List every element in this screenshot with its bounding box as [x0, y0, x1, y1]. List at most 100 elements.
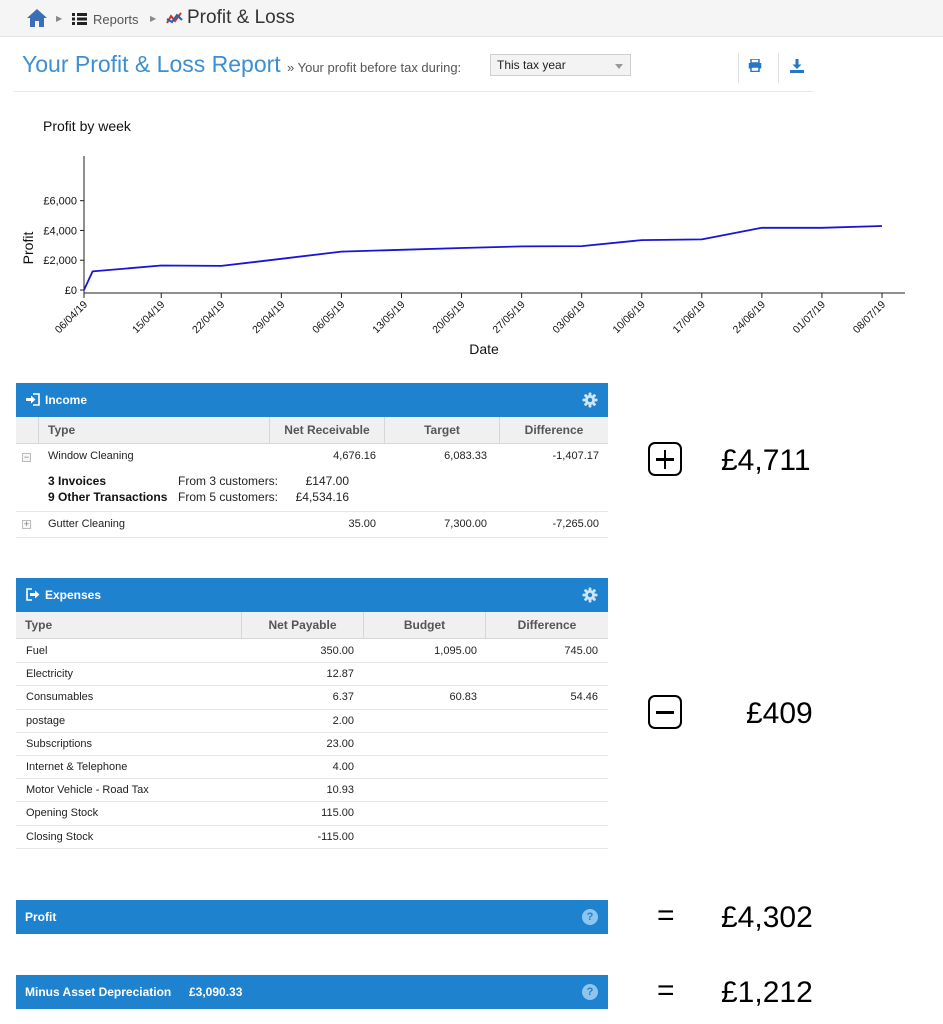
column-type[interactable]: Type	[25, 618, 53, 632]
column-difference[interactable]: Difference	[524, 423, 584, 437]
heading-rule	[14, 91, 814, 92]
income-title: Income	[45, 393, 88, 407]
row-type: Window Cleaning	[48, 450, 134, 462]
toolbar-divider	[778, 53, 779, 83]
gear-icon[interactable]	[582, 392, 598, 408]
final-total: £1,212	[721, 976, 813, 1009]
table-row: − Window Cleaning 4,676.16 6,083.33 -1,4…	[16, 444, 608, 512]
sign-out-icon	[26, 588, 40, 604]
detail-label[interactable]: 9 Other Transactions	[48, 490, 168, 504]
row-type: Fuel	[26, 645, 48, 657]
chevron-down-icon	[615, 64, 623, 69]
y-tick-label: £6,000	[43, 196, 77, 208]
table-row: Closing Stock -115.00	[16, 826, 608, 849]
print-icon	[748, 58, 762, 77]
x-tick-label: 13/05/19	[370, 299, 407, 336]
y-axis-label: Profit	[20, 232, 36, 265]
x-tick-label: 27/05/19	[490, 299, 527, 336]
equals-sign: =	[657, 899, 675, 932]
row-net: 115.00	[321, 807, 354, 820]
detail-label[interactable]: 3 Invoices	[48, 474, 107, 488]
print-button[interactable]	[743, 57, 767, 79]
x-tick-label: 24/06/19	[731, 299, 768, 336]
x-axis-label: Date	[469, 341, 499, 357]
column-difference[interactable]: Difference	[517, 618, 577, 632]
expenses-panel: Expenses Type Net Payable Budget Differe…	[16, 578, 608, 852]
row-target: 6,083.33	[444, 450, 487, 462]
row-net: 6.37	[332, 691, 354, 704]
row-net: 23.00	[326, 737, 354, 750]
expand-toggle-icon[interactable]: +	[22, 519, 31, 529]
row-type: Internet & Telephone	[26, 761, 128, 773]
question-icon[interactable]: ?	[582, 909, 598, 925]
row-budget: 60.83	[449, 691, 477, 704]
expenses-total: £409	[746, 697, 813, 730]
row-net: 350.00	[320, 645, 354, 657]
table-row: postage 2.00	[16, 710, 608, 733]
profit-chart: £0 £2,000 £4,000 £6,000 06/04/19 15/04/19 22/0…	[20, 156, 905, 357]
row-net: 12.87	[326, 668, 354, 681]
x-tick-label: 15/04/19	[130, 299, 167, 336]
row-type: Electricity	[26, 668, 74, 681]
question-icon[interactable]: ?	[582, 984, 598, 1000]
row-net: 10.93	[326, 784, 354, 797]
income-panel: Income Type Net Receivable Target Differ…	[16, 383, 608, 538]
profit-title: Profit	[25, 910, 57, 924]
x-tick-label: 20/05/19	[430, 299, 467, 336]
expenses-panel-header: Expenses	[16, 578, 608, 612]
detail-amount: £4,534.16	[295, 490, 349, 504]
x-tick-label: 17/06/19	[671, 299, 708, 336]
gear-icon[interactable]	[582, 587, 598, 603]
home-icon[interactable]	[26, 8, 48, 33]
row-net: 2.00	[332, 714, 354, 727]
depreciation-title: Minus Asset Depreciation	[25, 985, 172, 999]
row-type: Opening Stock	[26, 807, 99, 820]
column-net-receivable[interactable]: Net Receivable	[284, 423, 370, 437]
column-net-payable[interactable]: Net Payable	[268, 618, 337, 632]
minus-box-icon	[648, 695, 682, 729]
column-target[interactable]: Target	[424, 423, 460, 437]
equals-sign: =	[657, 974, 675, 1007]
row-type: Closing Stock	[26, 830, 94, 843]
row-net: 35.00	[348, 518, 376, 530]
table-row: Opening Stock 115.00	[16, 802, 608, 826]
row-type: Motor Vehicle - Road Tax	[26, 784, 149, 797]
column-budget[interactable]: Budget	[403, 618, 446, 632]
profit-bar: Profit ?	[16, 900, 608, 934]
depreciation-bar: Minus Asset Depreciation £3,090.33 ?	[16, 975, 608, 1009]
row-type: Consumables	[26, 691, 94, 704]
list-icon	[72, 12, 87, 30]
y-tick-label: £0	[65, 285, 77, 297]
chart-line-icon	[166, 11, 183, 30]
column-type[interactable]: Type	[48, 423, 76, 437]
report-heading: Your Profit & Loss Report	[22, 51, 281, 77]
breadcrumb-reports-link[interactable]: Reports	[93, 12, 139, 27]
profit-total: £4,302	[721, 901, 813, 934]
table-row: Motor Vehicle - Road Tax 10.93	[16, 779, 608, 803]
table-row: Internet & Telephone 4.00	[16, 756, 608, 780]
sign-in-icon	[26, 393, 40, 409]
row-target: 7,300.00	[444, 518, 487, 530]
series-line	[83, 225, 883, 291]
breadcrumb: ▶ Reports ▶ Profit & Loss	[0, 0, 943, 37]
detail-amount: £147.00	[305, 474, 349, 488]
download-button[interactable]	[785, 57, 809, 79]
toolbar-divider	[738, 53, 739, 83]
row-difference: 54.46	[570, 691, 598, 704]
row-difference: -1,407.17	[552, 450, 599, 462]
row-budget: 1,095.00	[434, 645, 477, 657]
row-type: Gutter Cleaning	[48, 518, 126, 530]
x-tick-label: 01/07/19	[791, 299, 828, 336]
x-tick-label: 22/04/19	[190, 299, 227, 336]
plus-box-icon	[648, 442, 682, 476]
row-net: 4.00	[332, 761, 354, 773]
breadcrumb-separator: ▶	[56, 14, 63, 23]
y-tick-label: £4,000	[43, 225, 77, 237]
period-select[interactable]: This tax year	[490, 54, 631, 76]
table-row: Subscriptions 23.00	[16, 733, 608, 756]
income-total: £4,711	[721, 444, 811, 477]
chart-title: Profit by week	[43, 118, 131, 134]
row-net: -115.00	[317, 830, 355, 843]
collapse-toggle-icon[interactable]: −	[22, 452, 31, 462]
row-difference: 745.00	[564, 645, 598, 657]
